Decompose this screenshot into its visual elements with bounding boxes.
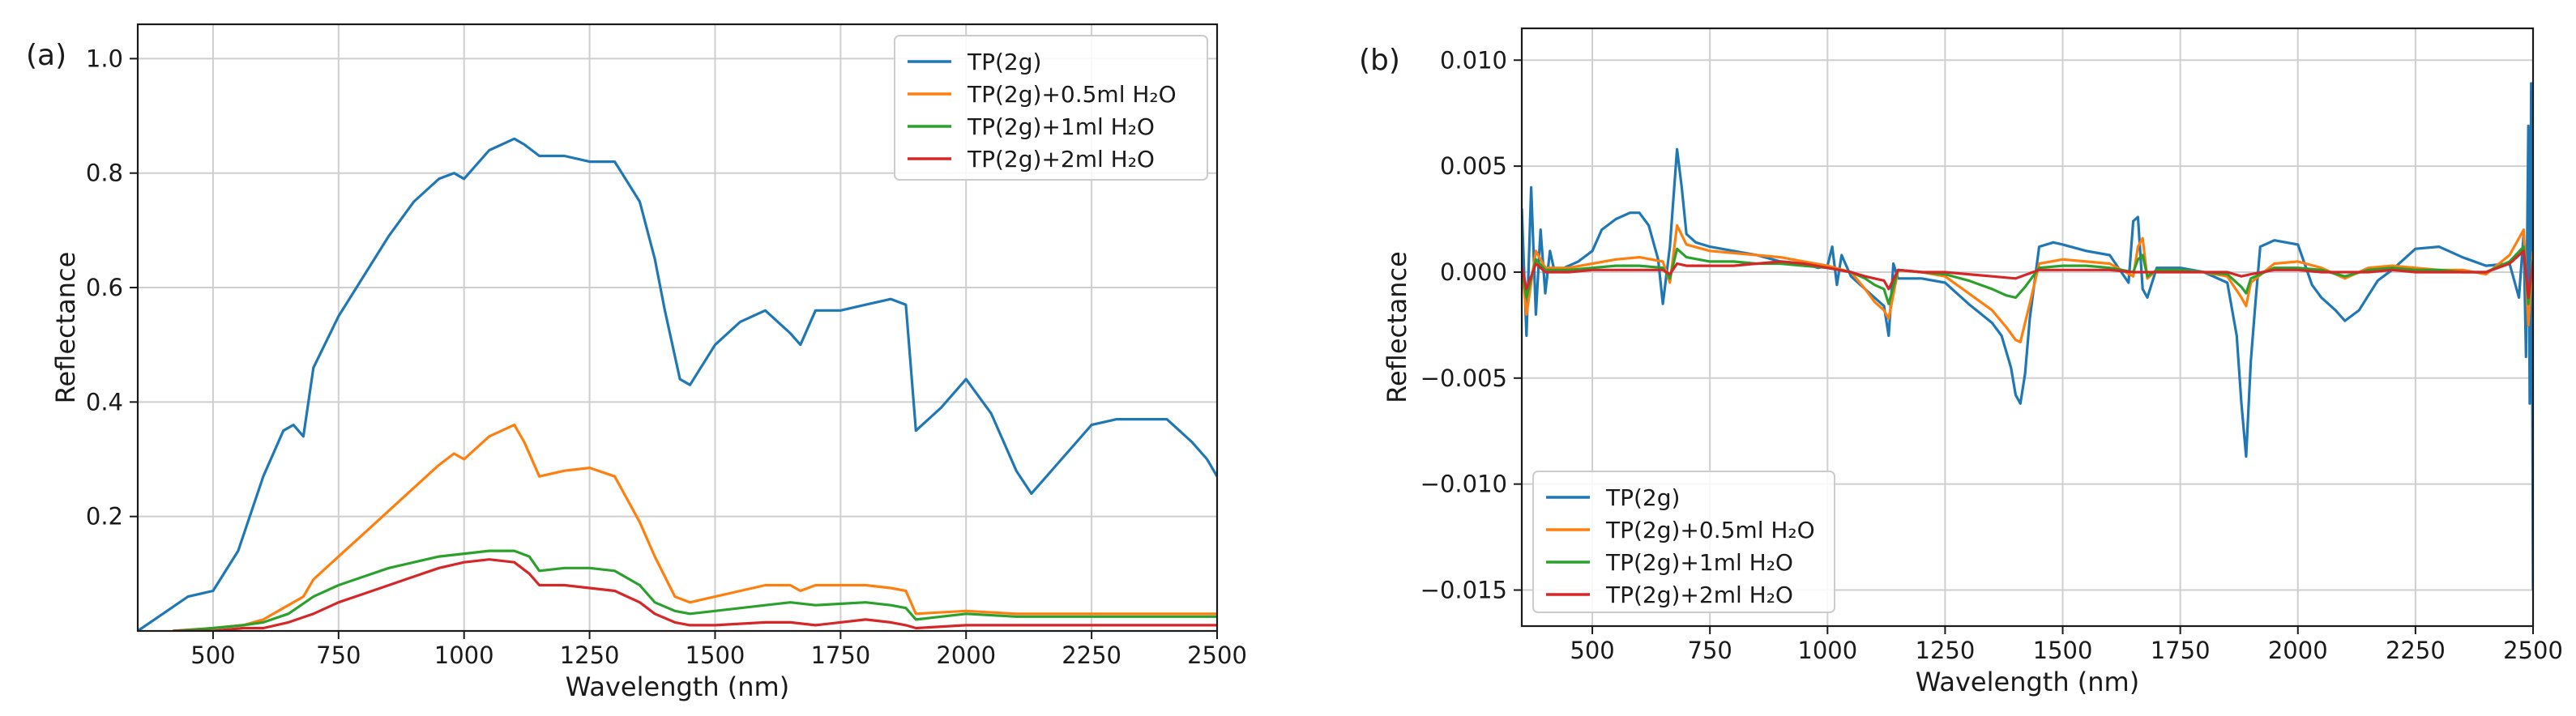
- y-tick-label: 0.005: [1440, 152, 1507, 180]
- x-tick-label: 1500: [2033, 637, 2093, 664]
- y-axis-label: Reflectance: [1382, 251, 1412, 403]
- panel-label: (b): [1359, 44, 1400, 77]
- series-group: [138, 137, 1217, 631]
- legend-frame: [1532, 471, 1835, 613]
- y-tick-label: 0.8: [86, 160, 123, 187]
- x-tick-label: 1750: [810, 641, 870, 669]
- x-tick-label: 1500: [686, 641, 745, 669]
- chart-panel-b: 500 750 1000 1250 1500 1750 2000 2250 2500 −0.015…: [1359, 27, 2563, 697]
- legend-entry: TP(2g): [1605, 484, 1680, 511]
- y-axis-label: Reflectance: [50, 252, 81, 404]
- x-axis-label: Wavelength (nm): [566, 671, 789, 702]
- x-tick-label: 2500: [1187, 641, 1247, 669]
- axes-frame: [136, 23, 1219, 633]
- x-tick-label: 2250: [1062, 641, 1121, 669]
- legend-entry: TP(2g)+2ml H₂O: [967, 146, 1155, 173]
- legend-entry: TP(2g)+1ml H₂O: [967, 113, 1155, 140]
- x-tick-label: 500: [1570, 637, 1614, 664]
- chart-panel-a: 500 750 1000 1250 1500 1750 2000 2250 2500 0.2 0.4…: [26, 23, 1247, 702]
- legend-entry: TP(2g)+2ml H₂O: [1605, 582, 1793, 608]
- y-tick-label: −0.005: [1420, 364, 1507, 392]
- x-tick-label: 1250: [560, 641, 620, 669]
- y-tick-label: 0.4: [86, 388, 123, 416]
- x-tick-label: 1000: [1797, 637, 1857, 664]
- series-line-4: [1522, 249, 2533, 299]
- y-tick-label: 1.0: [86, 45, 123, 72]
- x-tick-label: 1750: [2151, 637, 2211, 664]
- legend-entry: TP(2g)+0.5ml H₂O: [967, 81, 1177, 108]
- series-group: [1522, 82, 2533, 590]
- x-tick-label: 1250: [1916, 637, 1976, 664]
- x-axis-label: Wavelength (nm): [1916, 667, 2139, 697]
- panel-label: (a): [26, 39, 66, 72]
- legend-entry: TP(2g): [967, 49, 1041, 75]
- y-tick-label: 0.2: [86, 503, 123, 531]
- series-line-3: [1522, 245, 2533, 305]
- x-tick-label: 500: [190, 641, 235, 669]
- legend: TP(2g) TP(2g)+0.5ml H₂O TP(2g)+1ml H₂O TP(2…: [1532, 471, 1835, 613]
- y-tick-label: −0.010: [1420, 471, 1507, 498]
- series-line-3: [173, 549, 1217, 631]
- x-tick-label: 750: [316, 641, 361, 669]
- series-line-1: [1522, 82, 2533, 590]
- y-tick-label: 0.000: [1440, 258, 1507, 286]
- legend-entry: TP(2g)+1ml H₂O: [1605, 549, 1793, 576]
- series-line-4: [173, 558, 1217, 631]
- x-tick-label: 2000: [936, 641, 996, 669]
- series-line-2: [173, 424, 1217, 631]
- legend-frame: [894, 35, 1208, 181]
- x-tick-label: 2250: [2386, 637, 2446, 664]
- x-tick-label: 1000: [434, 641, 494, 669]
- legend: TP(2g) TP(2g)+0.5ml H₂O TP(2g)+1ml H₂O TP(2…: [894, 35, 1208, 181]
- y-tick-label: 0.010: [1440, 46, 1507, 74]
- y-tick-label: 0.6: [86, 274, 123, 301]
- legend-entry: TP(2g)+0.5ml H₂O: [1605, 517, 1815, 543]
- series-line-1: [138, 137, 1217, 631]
- x-tick-label: 2000: [2268, 637, 2328, 664]
- series-line-2: [1522, 224, 2533, 343]
- y-tick-label: −0.015: [1420, 577, 1507, 604]
- x-tick-label: 750: [1688, 637, 1732, 664]
- axes-frame: [1520, 27, 2535, 628]
- x-tick-label: 2500: [2503, 637, 2563, 664]
